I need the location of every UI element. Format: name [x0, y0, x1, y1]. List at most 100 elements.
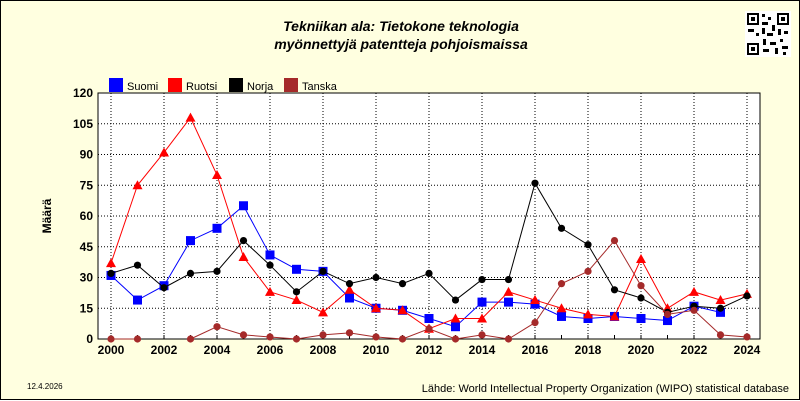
data-point: [239, 331, 248, 339]
data-point: [213, 323, 221, 331]
data-point: [344, 284, 355, 294]
data-point: [345, 293, 354, 303]
qr-code-icon: [745, 11, 791, 57]
x-tick-label: 2014: [469, 343, 496, 357]
data-point: [186, 236, 195, 246]
x-tick-label: 2006: [257, 343, 284, 357]
data-point: [398, 280, 407, 288]
data-point: [239, 237, 248, 245]
data-point: [345, 329, 354, 337]
data-point: [477, 297, 487, 307]
data-point: [583, 314, 593, 323]
data-point: [504, 275, 513, 284]
data-point: [265, 250, 275, 260]
data-point: [451, 296, 460, 304]
series-line: [190, 239, 748, 340]
data-point: [637, 294, 645, 302]
x-tick-label: 2000: [98, 343, 125, 357]
legend-item-suomi: Suomi: [109, 78, 158, 93]
data-point: [583, 309, 593, 319]
x-tick-label: 2002: [151, 343, 178, 357]
data-point: [185, 112, 196, 122]
legend-item-norja: Norja: [229, 78, 274, 93]
data-point: [478, 331, 486, 339]
data-point: [372, 333, 380, 341]
data-point: [557, 311, 566, 321]
data-point: [398, 335, 407, 343]
legend-label: Ruotsi: [186, 81, 217, 93]
y-tick-label: 90: [80, 148, 94, 162]
data-point: [186, 269, 195, 277]
data-point: [159, 147, 169, 157]
series-norja: [107, 179, 751, 316]
x-tick-label: 2010: [363, 343, 390, 357]
x-tick-label: 2012: [416, 343, 443, 357]
data-point: [477, 313, 487, 323]
axes: 0 15 30 45 60 75 90 105 120 2000 2002 2004 2006 2008 2…: [73, 86, 761, 357]
data-point: [345, 280, 354, 288]
x-tick-label: 2024: [734, 343, 761, 357]
y-tick-label: 45: [80, 240, 94, 254]
data-point: [133, 335, 142, 343]
y-axis-label: Määrä: [40, 198, 54, 233]
legend-label: Suomi: [127, 81, 158, 93]
data-point: [504, 297, 513, 307]
x-tick-label: 2004: [204, 343, 231, 357]
data-point: [186, 335, 195, 343]
data-point: [715, 295, 726, 305]
data-point: [636, 254, 646, 264]
data-point: [584, 267, 592, 275]
data-point: [530, 295, 540, 305]
data-point: [424, 314, 434, 323]
data-point: [530, 299, 540, 309]
data-point: [397, 305, 408, 315]
data-point: [292, 264, 301, 274]
data-point: [450, 313, 461, 323]
y-tick-label: 60: [80, 209, 94, 223]
data-point: [132, 180, 143, 190]
x-tick-label: 2008: [310, 343, 337, 357]
data-point: [610, 286, 619, 294]
data-point: [610, 237, 619, 245]
data-point: [556, 303, 567, 313]
data-point: [425, 325, 433, 333]
data-point: [292, 288, 301, 296]
data-point: [531, 319, 539, 327]
data-point: [716, 307, 725, 317]
data-point: [266, 261, 274, 269]
data-point: [319, 331, 327, 339]
x-tick-label: 2016: [522, 343, 549, 357]
data-point: [504, 335, 513, 343]
data-point: [133, 295, 142, 305]
data-point: [663, 310, 672, 318]
chart-title-line-1: Tekniikan ala: Tietokone teknologia: [283, 18, 519, 34]
data-point: [319, 267, 327, 275]
data-point: [743, 292, 751, 300]
legend: Suomi Ruotsi Norja Tanska: [109, 78, 338, 93]
data-point: [318, 307, 328, 317]
data-point: [743, 333, 751, 341]
y-tick-label: 30: [80, 271, 94, 285]
data-point: [133, 261, 142, 269]
data-point: [531, 179, 539, 187]
x-tick-label: 2018: [575, 343, 602, 357]
data-point: [107, 269, 115, 277]
data-point: [372, 273, 380, 282]
data-point: [212, 223, 222, 233]
data-point: [609, 311, 620, 321]
data-point: [557, 224, 566, 232]
data-point: [238, 252, 249, 261]
data-point: [265, 286, 275, 296]
data-point: [663, 316, 672, 326]
data-point: [716, 331, 725, 339]
legend-swatch: [109, 78, 123, 92]
data-point: [266, 333, 274, 341]
x-tick-label: 2020: [628, 343, 655, 357]
data-point: [636, 314, 646, 323]
data-point: [716, 304, 725, 312]
data-point: [160, 284, 168, 292]
data-point: [690, 306, 698, 314]
data-point: [239, 201, 248, 211]
source-text: Lähde: World Intellectual Property Organ…: [422, 383, 789, 395]
